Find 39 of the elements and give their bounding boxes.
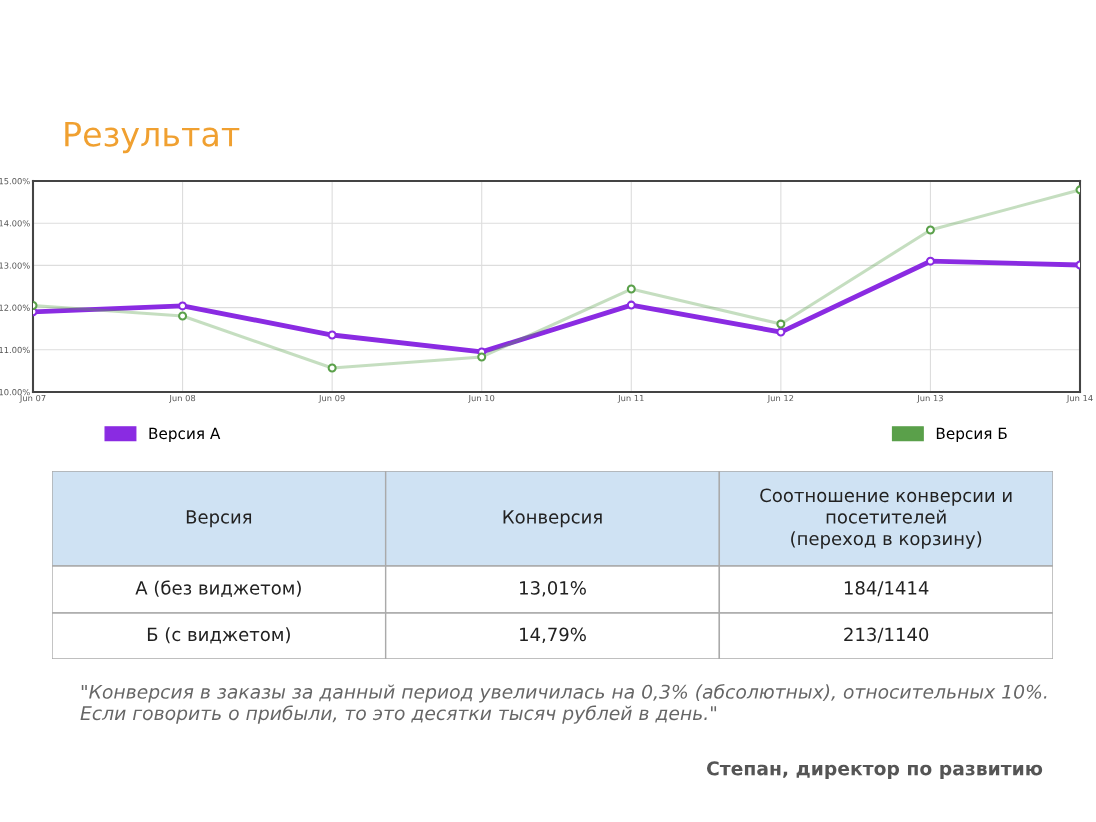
text: Б (с виджетом) xyxy=(147,627,290,644)
x-tick-label: Jun 08 xyxy=(169,394,196,403)
x-tick-label: Jun 13 xyxy=(916,394,943,403)
point xyxy=(178,311,188,321)
point xyxy=(925,225,935,235)
x-tick-label: Jun 11 xyxy=(617,395,644,403)
x-tick-label: Jun 07 xyxy=(19,394,46,403)
point xyxy=(776,319,786,329)
text: 213/1140 xyxy=(844,627,929,643)
point xyxy=(327,330,337,340)
point xyxy=(925,256,935,266)
y-tick-label: 14.00% xyxy=(0,220,30,227)
text: Соотношение конверсии и посетителей (переход в корзину) xyxy=(760,488,1012,549)
text: 184/1414 xyxy=(844,581,929,597)
text: 13,01% xyxy=(520,581,586,597)
legend-label: Версия А xyxy=(149,427,221,443)
point xyxy=(776,327,786,337)
chart-title: Результат xyxy=(65,121,240,154)
y-tick-label: 11.00% xyxy=(0,346,30,354)
y-tick-label: 12.00% xyxy=(0,304,30,311)
y-tick-label: 10.00% xyxy=(0,388,30,396)
point xyxy=(327,363,337,373)
point xyxy=(626,300,636,310)
point xyxy=(626,284,636,294)
text: А (без виджетом) xyxy=(135,580,301,597)
point xyxy=(178,301,188,311)
text: Степан, директор по развитию xyxy=(706,761,1043,780)
y-tick-label: 13.00% xyxy=(0,262,30,269)
legend-label: Версия Б xyxy=(936,427,1007,443)
text: Конверсия xyxy=(503,510,602,528)
x-tick-label: Jun 10 xyxy=(468,394,495,403)
x-tick-label: Jun 12 xyxy=(767,394,794,403)
text: 14,79% xyxy=(520,627,586,644)
text: "Конверсия в заказы за данный период увеличилась на 0,3% (абсолютных), относительных 10%. Если говорить о прибыли, то это десятки тысяч рублей в день." xyxy=(80,684,1047,724)
text: Версия xyxy=(186,510,252,528)
point xyxy=(477,352,487,362)
x-tick-label: Jun 09 xyxy=(318,394,345,403)
y-tick-label: 15.00% xyxy=(0,177,30,185)
x-tick-label: Jun 14 xyxy=(1066,395,1093,403)
